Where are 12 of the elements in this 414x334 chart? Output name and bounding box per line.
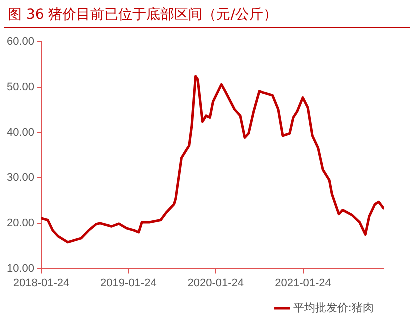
x-tick-label: 2019-01-24 xyxy=(100,277,157,290)
x-tick-label: 2021-01-24 xyxy=(275,277,332,290)
x-tick-label: 2018-01-24 xyxy=(13,277,70,290)
legend-label: 平均批发价:猪肉 xyxy=(293,301,374,314)
y-tick-label: 20.00 xyxy=(6,217,35,230)
y-tick-label: 50.00 xyxy=(6,81,35,94)
y-tick-label: 40.00 xyxy=(6,126,35,139)
y-tick-label: 60.00 xyxy=(6,36,35,48)
chart-title: 图 36 猪价目前已位于底部区间（元/公斤） xyxy=(4,0,410,28)
y-tick-label: 10.00 xyxy=(6,262,35,275)
x-tick-label: 2020-01-24 xyxy=(188,277,244,290)
y-tick-label: 30.00 xyxy=(6,172,35,184)
